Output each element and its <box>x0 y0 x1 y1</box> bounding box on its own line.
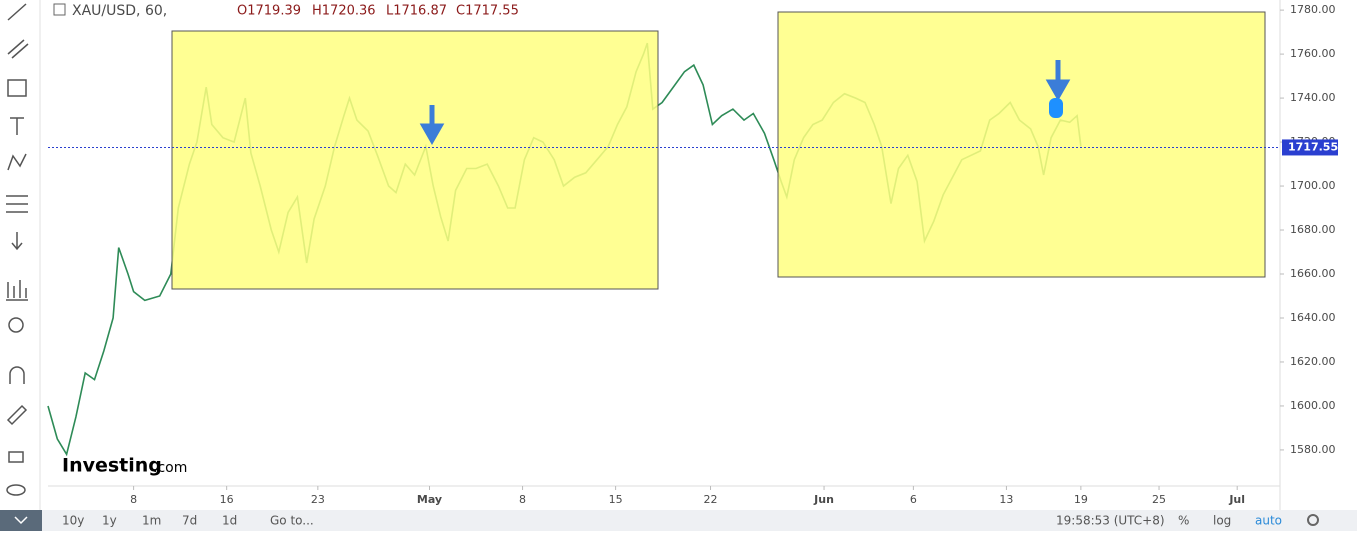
arrow-marker <box>1045 60 1071 102</box>
magnet-tool[interactable] <box>9 366 25 384</box>
y-tick-label: 1620.00 <box>1290 355 1336 368</box>
y-tick-label: 1600.00 <box>1290 399 1336 412</box>
toolbar-bg <box>0 510 1357 531</box>
clock: 19:58:53 (UTC+8) <box>1056 514 1165 528</box>
open-price: O1719.39 <box>237 4 301 19</box>
axis-option[interactable]: % <box>1178 514 1189 528</box>
toolbar-bg <box>0 0 40 510</box>
x-tick-label: Jul <box>1228 493 1245 506</box>
indicator-tool[interactable] <box>6 280 28 301</box>
x-tick-label: May <box>417 493 442 506</box>
x-tick-label: Jun <box>813 493 834 506</box>
logo-brand: Investing <box>62 455 162 477</box>
goto-button[interactable]: Go to... <box>270 514 314 528</box>
x-tick-label: 19 <box>1074 493 1088 506</box>
last-price-box <box>1282 139 1338 156</box>
last-price-label: 1717.55 <box>1288 140 1338 153</box>
header: XAU/USD, 60, O1719.39 H1720.36 L1716.87 … <box>53 3 519 19</box>
y-tick-label: 1780.00 <box>1290 3 1336 16</box>
menu-toggle[interactable] <box>0 510 42 531</box>
y-tick-label: 1700.00 <box>1290 179 1336 192</box>
fib-tool[interactable] <box>6 195 28 213</box>
range-button[interactable]: 1m <box>142 514 161 528</box>
x-tick-label: 15 <box>609 493 623 506</box>
event-badge[interactable] <box>1049 98 1063 118</box>
symbol: XAU/USD, 60, <box>72 3 167 19</box>
bottom-toolbar: 10y 1y 1m 7d 1d Go to... 19:58:53 (UTC+8)% log a… <box>0 510 1357 531</box>
low-price: L1716.87 <box>386 4 447 19</box>
channel-tool[interactable] <box>7 39 29 59</box>
logo: Investing .com <box>62 455 187 477</box>
x-tick-label: 25 <box>1152 493 1166 506</box>
collapse-button[interactable] <box>53 3 66 16</box>
y-tick-label: 1580.00 <box>1290 443 1336 456</box>
y-tick-label: 1640.00 <box>1290 311 1336 324</box>
y-tick-label: 1760.00 <box>1290 47 1336 60</box>
trend-tool[interactable] <box>7 3 27 21</box>
x-tick-label: 13 <box>999 493 1013 506</box>
x-tick-label: 16 <box>220 493 234 506</box>
y-tick-label: 1740.00 <box>1290 91 1336 104</box>
close-price: C1717.55 <box>456 4 519 19</box>
x-tick-label: 22 <box>704 493 718 506</box>
high-price: H1720.36 <box>312 4 376 19</box>
y-tick-label: 1660.00 <box>1290 267 1336 280</box>
range-button[interactable]: 7d <box>182 514 197 528</box>
arrow-marker <box>419 105 445 146</box>
menu-icon <box>14 516 28 525</box>
settings-button[interactable] <box>1307 514 1319 526</box>
range-button[interactable]: 1d <box>222 514 237 528</box>
logo-suffix: .com <box>153 460 187 476</box>
range-button[interactable]: 1y <box>102 514 117 528</box>
lock-tool[interactable] <box>8 451 24 463</box>
axis-option[interactable]: log <box>1213 514 1231 528</box>
axis-option[interactable]: auto <box>1255 514 1282 528</box>
x-tick-label: 8 <box>130 493 137 506</box>
y-tick-label: 1680.00 <box>1290 223 1336 236</box>
x-tick-label: 8 <box>519 493 526 506</box>
edit-tool[interactable] <box>6 404 28 426</box>
range-button[interactable]: 10y <box>62 514 84 528</box>
left-toolbar <box>0 0 41 510</box>
arrow-tool[interactable] <box>11 232 23 251</box>
visibility-tool[interactable] <box>6 484 26 496</box>
x-tick-label: 23 <box>311 493 325 506</box>
shape-tool[interactable] <box>7 79 27 97</box>
highlight-box <box>171 30 659 290</box>
pattern-tool[interactable] <box>7 153 27 171</box>
zoom-tool[interactable] <box>8 317 24 333</box>
text-tool[interactable] <box>10 117 24 135</box>
highlight-box <box>777 11 1266 278</box>
x-tick-label: 6 <box>910 493 917 506</box>
